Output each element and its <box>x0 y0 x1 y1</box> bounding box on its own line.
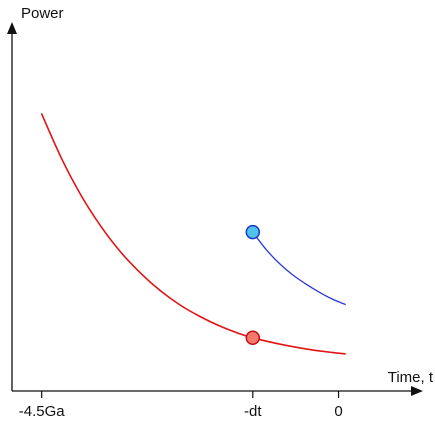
data-point-marker-0 <box>245 330 261 346</box>
data-point-marker-1 <box>245 224 261 240</box>
x-tick-label-1: -dt <box>244 403 262 420</box>
x-axis-label: Time, t <box>388 369 434 386</box>
x-tick-label-2: 0 <box>334 403 342 420</box>
y-axis-label: Power <box>21 5 64 22</box>
series-group <box>40 113 346 355</box>
x-ticks-group: -4.5Ga -dt 0 <box>19 391 343 420</box>
series-line-1 <box>252 231 346 306</box>
markers-group <box>245 224 261 346</box>
x-tick-label-0: -4.5Ga <box>19 403 66 420</box>
series-line-0 <box>40 113 346 355</box>
